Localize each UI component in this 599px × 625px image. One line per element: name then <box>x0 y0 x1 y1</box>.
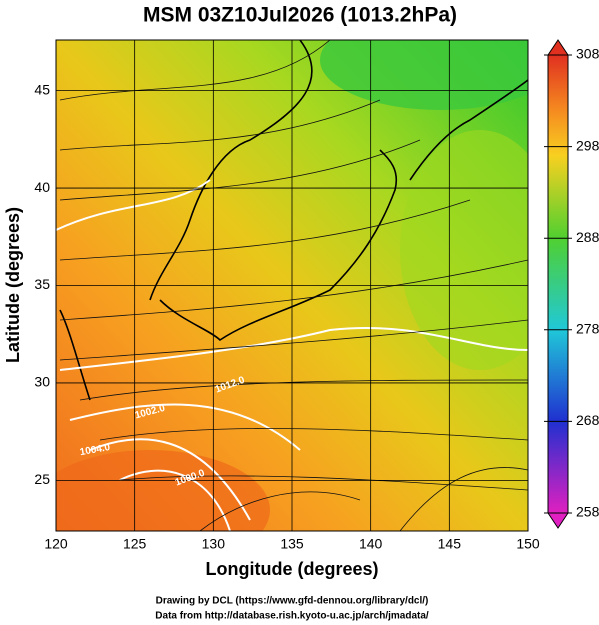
credit: Data from http://database.rish.kyoto-u.a… <box>155 611 429 622</box>
temperature-field <box>56 40 528 531</box>
y-tick-label: 45 <box>34 81 50 97</box>
x-tick-label: 150 <box>516 536 540 552</box>
colorbar-tick-label: 278 <box>576 321 599 337</box>
colorbar-tick-label: 298 <box>576 137 599 153</box>
x-tick-label: 145 <box>438 536 462 552</box>
y-tick-label: 35 <box>34 276 50 292</box>
colorbar-top <box>547 39 569 56</box>
x-axis-label: Longitude (degrees) <box>205 559 378 579</box>
colorbar-bottom <box>547 512 569 529</box>
contour-label: 1004.0 <box>79 442 111 458</box>
colorbar-tick-label: 258 <box>576 504 599 520</box>
x-tick-label: 125 <box>123 536 147 552</box>
x-tick-label: 130 <box>202 536 226 552</box>
x-tick-label: 120 <box>44 536 68 552</box>
x-tick-label: 140 <box>359 536 383 552</box>
y-tick-label: 30 <box>34 374 50 390</box>
x-tick-label: 135 <box>280 536 304 552</box>
colorbar-tick-label: 268 <box>576 412 599 428</box>
y-axis-label: Latitude (degrees) <box>3 207 23 363</box>
y-tick-label: 40 <box>34 179 50 195</box>
colorbar <box>547 54 569 514</box>
colorbar-tick-label: 308 <box>576 46 599 62</box>
credit: Drawing by DCL (https://www.gfd-dennou.o… <box>156 596 429 607</box>
title: MSM 03Z10Jul2026 (1013.2hPa) <box>143 4 457 27</box>
colorbar-tick-label: 288 <box>576 229 599 245</box>
y-tick-label: 25 <box>34 471 50 487</box>
